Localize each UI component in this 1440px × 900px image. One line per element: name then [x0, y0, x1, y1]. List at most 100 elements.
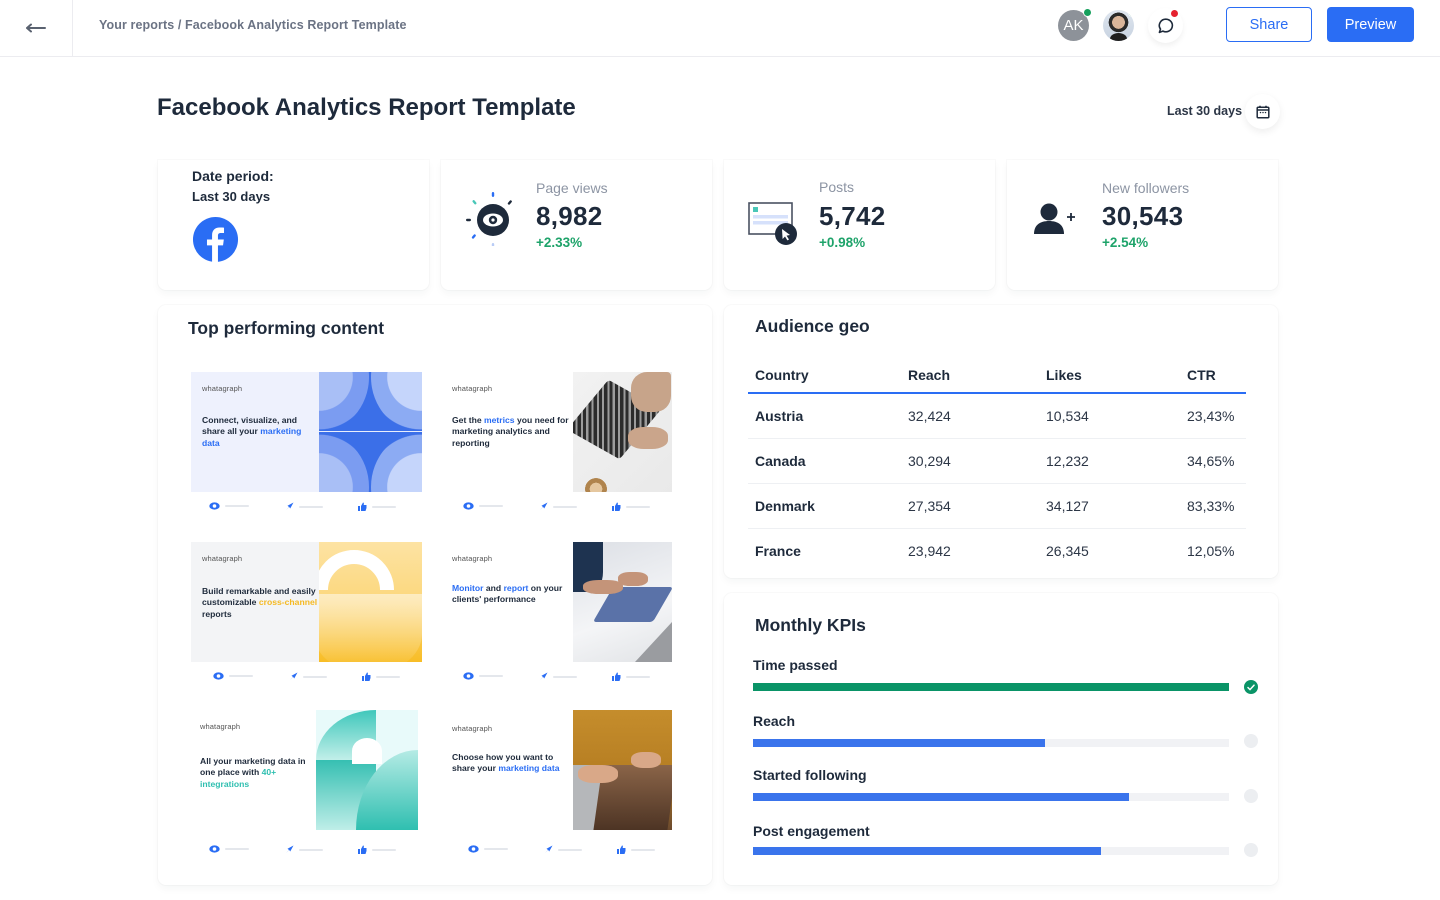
eye-icon: [209, 502, 220, 510]
monthly-kpis-title: Monthly KPIs: [755, 615, 866, 635]
tile-metrics: [187, 845, 418, 859]
top-bar: Your reports / Facebook Analytics Report…: [0, 0, 1440, 57]
kpi-progress-fill: [753, 793, 1130, 801]
tile-metrics: [441, 672, 672, 686]
share-arrow-icon: [544, 845, 553, 854]
share-button[interactable]: Share: [1226, 7, 1312, 42]
column-header-likes[interactable]: Likes: [1039, 358, 1180, 394]
check-circle-icon: [1244, 680, 1258, 694]
kpi-label: Reach: [753, 713, 796, 729]
share-arrow-icon: [539, 502, 548, 511]
avatar-ak[interactable]: AK: [1058, 8, 1092, 41]
thumbs-up-icon: [358, 502, 367, 511]
posts-card: Posts 5,742 +0.98%: [724, 160, 995, 290]
thumbs-up-icon: [358, 845, 367, 854]
page-title: Facebook Analytics Report Template: [157, 94, 576, 121]
abstract-yellow-image: [319, 542, 422, 662]
share-arrow-icon: [285, 502, 294, 511]
column-header-reach[interactable]: Reach: [901, 358, 1039, 394]
date-period-value: Last 30 days: [192, 189, 271, 204]
kpi-label: Started following: [753, 767, 867, 783]
content-tile[interactable]: whatagraph All your marketing data in on…: [187, 710, 418, 862]
breadcrumb[interactable]: Your reports / Facebook Analytics Report…: [99, 18, 407, 32]
facebook-logo-icon: [192, 216, 239, 263]
notification-dot: [1170, 9, 1179, 18]
abstract-blue-image: [319, 372, 422, 492]
cell-country: Canada: [748, 438, 901, 484]
content-tile[interactable]: whatagraph Build remarkable and easily c…: [191, 542, 422, 694]
tile-headline: Get the metrics you need for marketing a…: [452, 415, 569, 448]
post-click-icon: [748, 202, 797, 245]
cell-ctr: 34,65%: [1180, 438, 1246, 484]
column-header-ctr[interactable]: CTR: [1180, 358, 1246, 394]
eye-icon: [209, 845, 220, 853]
stat-change: +2.33%: [536, 235, 583, 250]
content-tile[interactable]: whatagraph Choose how you want to share …: [441, 710, 672, 862]
audience-geo-table: Country Reach Likes CTR Austria 32,424 1…: [748, 358, 1246, 573]
date-period-card: Date period: Last 30 days: [158, 160, 429, 290]
cell-country: France: [755, 542, 801, 559]
cell-reach: 23,942: [908, 542, 951, 559]
share-arrow-icon: [285, 845, 294, 854]
laptop-photo-image: [573, 372, 672, 492]
content-thumbnail: whatagraph Get the metrics you need for …: [441, 372, 672, 492]
stat-change: +0.98%: [819, 235, 866, 250]
tile-metrics: [191, 502, 422, 516]
chat-bubble-icon: [1158, 17, 1173, 33]
table-row: Denmark 27,354 34,127 83,33%: [748, 483, 1246, 529]
top-content-title: Top performing content: [188, 318, 385, 338]
tile-headline: Monitor and report on your clients' perf…: [452, 583, 563, 605]
thumbs-up-icon: [362, 672, 371, 681]
eye-icon: [213, 672, 224, 680]
content-tile[interactable]: whatagraph Monitor and report on your cl…: [441, 542, 672, 694]
kpi-time-passed: Time passed: [753, 657, 1263, 694]
add-user-icon: [1034, 203, 1075, 234]
kpi-progress-track: [753, 793, 1229, 801]
new-followers-card: New followers 30,543 +2.54%: [1007, 160, 1278, 290]
back-button[interactable]: [0, 0, 73, 56]
content-thumbnail: whatagraph Choose how you want to share …: [441, 710, 672, 830]
arrow-left-icon: [26, 23, 46, 33]
brand-label: whatagraph: [452, 554, 493, 563]
brand-label: whatagraph: [200, 722, 241, 731]
abstract-teal-image: [316, 710, 418, 830]
brand-label: whatagraph: [452, 724, 493, 733]
share-arrow-icon: [289, 672, 298, 681]
pending-circle-icon: [1244, 843, 1258, 857]
avatar-user-photo[interactable]: [1103, 10, 1134, 41]
eye-icon: [463, 672, 474, 680]
stat-value: 5,742: [819, 201, 886, 231]
tile-headline: Choose how you want to share your market…: [452, 752, 560, 774]
content-tile[interactable]: whatagraph Connect, visualize, and share…: [191, 372, 422, 524]
date-picker-button[interactable]: [1245, 94, 1280, 129]
stat-change: +2.54%: [1102, 235, 1149, 250]
content-tile[interactable]: whatagraph Get the metrics you need for …: [441, 372, 672, 524]
content-thumbnail: whatagraph All your marketing data in on…: [187, 710, 418, 830]
cell-likes: 12,232: [1039, 438, 1180, 484]
content-thumbnail: whatagraph Connect, visualize, and share…: [191, 372, 422, 492]
date-range-label[interactable]: Last 30 days: [1167, 104, 1243, 118]
cell-reach: 27,354: [901, 483, 1039, 529]
stat-value: 8,982: [536, 201, 603, 231]
kpi-progress-track: [753, 683, 1229, 691]
cell-reach: 30,294: [901, 438, 1039, 484]
kpi-label: Time passed: [753, 657, 838, 673]
tile-headline: Connect, visualize, and share all your m…: [202, 415, 302, 448]
pending-circle-icon: [1244, 789, 1258, 803]
kpi-reach: Reach: [753, 713, 1263, 748]
preview-button[interactable]: Preview: [1327, 7, 1414, 42]
online-status-dot: [1128, 10, 1134, 17]
pending-circle-icon: [1244, 734, 1258, 748]
thumbs-up-icon: [612, 672, 621, 681]
calendar-icon: [1255, 105, 1270, 119]
thumbs-up-icon: [617, 845, 626, 854]
tile-headline: Build remarkable and easily customizable…: [202, 586, 318, 619]
thumbs-up-icon: [612, 502, 621, 511]
audience-geo-title: Audience geo: [755, 316, 870, 336]
stat-value: 30,543: [1102, 201, 1184, 231]
cell-likes: 34,127: [1039, 483, 1180, 529]
brand-label: whatagraph: [452, 384, 493, 393]
comments-button[interactable]: [1148, 8, 1183, 43]
kpi-progress-fill: [753, 739, 1045, 747]
column-header-country[interactable]: Country: [748, 358, 901, 394]
